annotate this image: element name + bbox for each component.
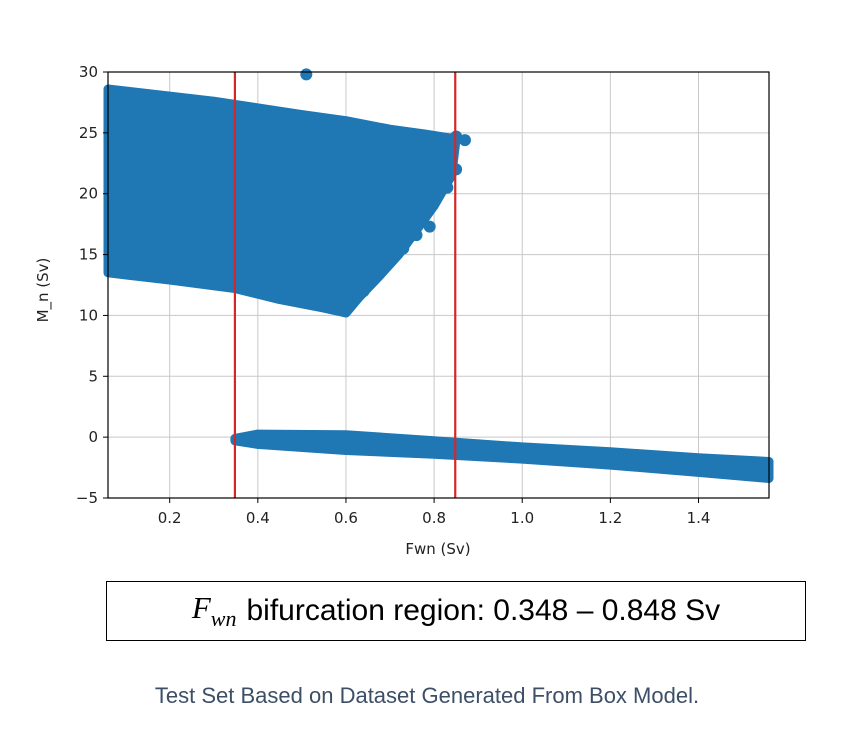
y-tick-label: 30 [79, 63, 98, 81]
x-tick-label: 0.6 [334, 509, 358, 527]
x-tick-label: 1.2 [598, 509, 622, 527]
data-markers [103, 68, 774, 483]
y-tick-label: 20 [79, 185, 98, 203]
scatter-plot: 0.2 0.4 0.6 0.8 1.0 1.2 1.4 −5 0 5 10 15 20 25 30 Fwn… [34, 63, 774, 558]
data-point [428, 196, 441, 209]
lower-branch-points [230, 429, 774, 483]
y-tick-label: −5 [76, 489, 98, 507]
data-point [410, 229, 423, 242]
data-point [436, 136, 449, 149]
data-point [344, 297, 357, 310]
fwn-symbol: Fwn [191, 590, 237, 631]
y-tick-label: 15 [79, 246, 98, 264]
data-point [370, 269, 383, 282]
x-tick-label: 1.0 [510, 509, 534, 527]
data-point [432, 153, 445, 166]
upper-branch-points [103, 84, 461, 318]
x-axis-label: Fwn (Sv) [405, 540, 470, 558]
outlier-point [300, 68, 313, 81]
x-axis-ticks: 0.2 0.4 0.6 0.8 1.0 1.2 1.4 [158, 498, 711, 527]
data-point [397, 242, 410, 255]
bifurcation-lines [233, 72, 457, 498]
data-point [423, 220, 436, 233]
data-point [357, 285, 370, 298]
y-tick-label: 10 [79, 306, 98, 324]
x-tick-label: 0.8 [422, 509, 446, 527]
y-axis-ticks: −5 0 5 10 15 20 25 30 [76, 63, 108, 507]
y-tick-label: 0 [88, 428, 98, 446]
data-point [384, 254, 397, 267]
y-axis-label: M_n (Sv) [34, 258, 53, 323]
x-tick-label: 0.4 [246, 509, 270, 527]
plot-frame [107, 71, 770, 499]
figure-caption: Test Set Based on Dataset Generated From… [154, 683, 700, 708]
data-point [441, 181, 454, 194]
x-tick-label: 0.2 [158, 509, 182, 527]
y-tick-label: 25 [79, 124, 98, 142]
y-tick-label: 5 [88, 367, 98, 385]
bifurcation-text: bifurcation region: 0.348 – 0.848 Sv [246, 594, 721, 627]
bifurcation-annotation: Fwn bifurcation region: 0.348 – 0.848 Sv [106, 581, 806, 641]
data-point [458, 134, 471, 147]
x-tick-label: 1.4 [687, 509, 711, 527]
